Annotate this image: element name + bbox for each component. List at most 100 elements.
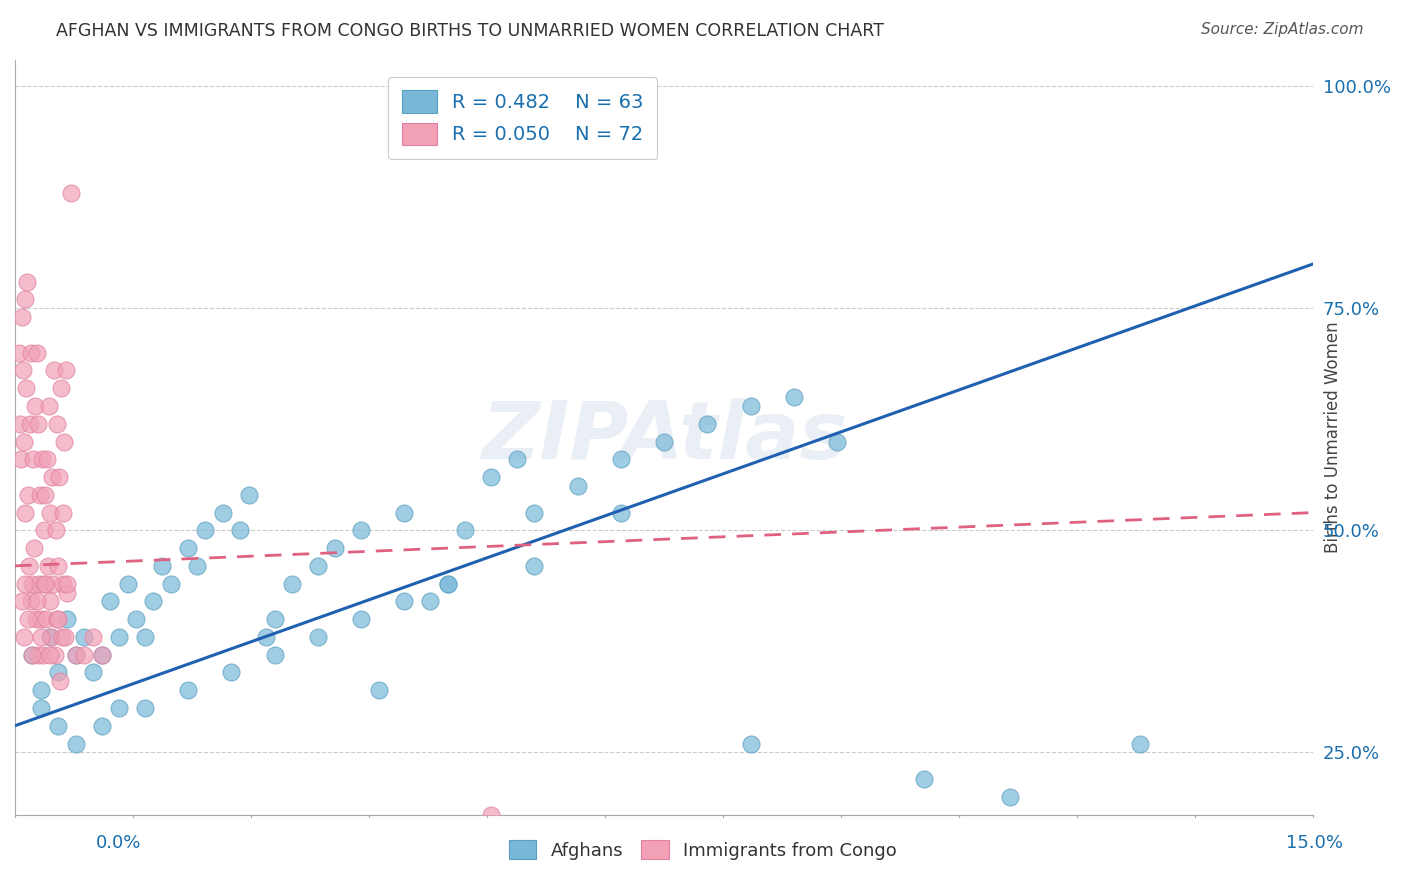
Point bbox=[150, 558, 173, 573]
Point bbox=[21, 648, 44, 662]
Point bbox=[221, 665, 243, 680]
Point bbox=[263, 648, 285, 662]
Text: ZIPAtlas: ZIPAtlas bbox=[481, 398, 848, 476]
Point bbox=[39, 506, 62, 520]
Text: 0.0%: 0.0% bbox=[96, 834, 141, 852]
Point bbox=[159, 576, 181, 591]
Point bbox=[51, 630, 73, 644]
Point bbox=[37, 558, 59, 573]
Point bbox=[394, 594, 416, 608]
Point bbox=[350, 612, 373, 626]
Point bbox=[65, 648, 87, 662]
Point bbox=[53, 434, 76, 449]
Point bbox=[229, 524, 252, 538]
Point bbox=[30, 701, 52, 715]
Point bbox=[34, 576, 56, 591]
Point bbox=[479, 470, 502, 484]
Point bbox=[652, 434, 675, 449]
Point bbox=[22, 541, 45, 555]
Point bbox=[610, 452, 633, 467]
Point bbox=[49, 674, 72, 689]
Point bbox=[44, 648, 66, 662]
Point bbox=[65, 648, 87, 662]
Point bbox=[46, 612, 69, 626]
Point bbox=[610, 506, 633, 520]
Point bbox=[367, 683, 389, 698]
Point bbox=[350, 524, 373, 538]
Point bbox=[38, 630, 60, 644]
Point bbox=[20, 594, 42, 608]
Point bbox=[55, 363, 77, 377]
Point bbox=[49, 381, 72, 395]
Point bbox=[125, 612, 148, 626]
Legend: Afghans, Immigrants from Congo: Afghans, Immigrants from Congo bbox=[502, 833, 904, 867]
Point bbox=[825, 434, 848, 449]
Point bbox=[8, 345, 31, 359]
Point bbox=[13, 434, 35, 449]
Point bbox=[30, 683, 52, 698]
Point bbox=[46, 665, 69, 680]
Point bbox=[25, 594, 48, 608]
Point bbox=[53, 630, 76, 644]
Y-axis label: Births to Unmarried Women: Births to Unmarried Women bbox=[1324, 321, 1343, 553]
Point bbox=[35, 612, 58, 626]
Point bbox=[540, 825, 562, 839]
Point bbox=[60, 186, 83, 200]
Point bbox=[117, 576, 139, 591]
Point bbox=[22, 452, 45, 467]
Point bbox=[523, 506, 546, 520]
Point bbox=[73, 630, 96, 644]
Point bbox=[506, 452, 529, 467]
Point bbox=[82, 630, 104, 644]
Point bbox=[52, 576, 75, 591]
Point bbox=[46, 719, 69, 733]
Point bbox=[436, 576, 458, 591]
Point bbox=[45, 524, 67, 538]
Text: 15.0%: 15.0% bbox=[1285, 834, 1343, 852]
Point bbox=[567, 479, 589, 493]
Point bbox=[24, 399, 46, 413]
Point bbox=[90, 648, 112, 662]
Point bbox=[307, 558, 329, 573]
Point bbox=[13, 630, 35, 644]
Point bbox=[45, 612, 67, 626]
Point bbox=[263, 612, 285, 626]
Legend: R = 0.482    N = 63, R = 0.050    N = 72: R = 0.482 N = 63, R = 0.050 N = 72 bbox=[388, 77, 658, 159]
Point bbox=[177, 683, 200, 698]
Point bbox=[38, 648, 60, 662]
Point bbox=[10, 452, 32, 467]
Point bbox=[783, 390, 806, 404]
Point bbox=[11, 363, 34, 377]
Point bbox=[238, 488, 260, 502]
Point bbox=[56, 576, 79, 591]
Point bbox=[186, 558, 208, 573]
Point bbox=[523, 558, 546, 573]
Point bbox=[42, 576, 65, 591]
Point bbox=[436, 576, 458, 591]
Point bbox=[281, 576, 304, 591]
Point bbox=[419, 594, 441, 608]
Point bbox=[20, 345, 42, 359]
Point bbox=[394, 506, 416, 520]
Point bbox=[479, 807, 502, 822]
Point bbox=[27, 648, 49, 662]
Point bbox=[24, 612, 46, 626]
Point bbox=[1000, 789, 1022, 804]
Point bbox=[108, 701, 131, 715]
Point bbox=[108, 630, 131, 644]
Point bbox=[177, 541, 200, 555]
Point bbox=[46, 558, 69, 573]
Point bbox=[41, 630, 63, 644]
Point bbox=[740, 399, 762, 413]
Text: AFGHAN VS IMMIGRANTS FROM CONGO BIRTHS TO UNMARRIED WOMEN CORRELATION CHART: AFGHAN VS IMMIGRANTS FROM CONGO BIRTHS T… bbox=[56, 22, 884, 40]
Point bbox=[11, 594, 34, 608]
Point bbox=[34, 576, 56, 591]
Point bbox=[17, 488, 39, 502]
Point bbox=[90, 719, 112, 733]
Point bbox=[194, 524, 217, 538]
Point bbox=[28, 576, 51, 591]
Point bbox=[142, 594, 165, 608]
Point bbox=[30, 488, 52, 502]
Point bbox=[8, 417, 31, 431]
Point bbox=[307, 630, 329, 644]
